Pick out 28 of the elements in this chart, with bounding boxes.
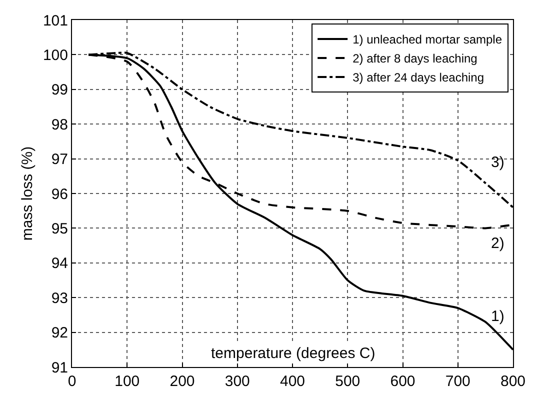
x-tick-label: 100 [114,373,140,390]
x-tick-label: 400 [280,373,306,390]
x-tick-label: 300 [224,373,250,390]
x-axis-title: temperature (degrees C) [211,345,376,362]
x-tick-label: 200 [170,373,195,390]
y-tick-label: 100 [42,46,68,64]
x-tick-label: 500 [335,373,360,390]
y-tick-label: 97 [51,151,68,168]
legend-label: 1) unleached mortar sample [352,32,502,47]
y-tick-label: 92 [51,324,68,342]
y-tick-label: 93 [51,290,68,307]
y-tick-label: 96 [51,186,68,203]
y-tick-label: 99 [51,82,68,99]
x-tick-label: 700 [445,373,470,390]
y-axis-title: mass loss (%) [19,146,36,241]
annotation: 3) [491,154,504,171]
y-tick-label: 101 [42,12,68,30]
y-tick-label: 94 [51,255,68,272]
annotation: 1) [491,308,504,325]
y-tick-label: 91 [51,359,68,376]
legend-label: 3) after 24 days leaching [352,70,484,85]
annotation: 2) [491,235,504,252]
legend-label: 2) after 8 days leaching [352,52,478,66]
x-tick-label: 800 [500,373,526,390]
y-tick-label: 95 [51,220,68,238]
y-tick-label: 98 [51,116,68,134]
x-tick-label: 0 [68,373,76,390]
x-tick-label: 600 [390,373,416,390]
